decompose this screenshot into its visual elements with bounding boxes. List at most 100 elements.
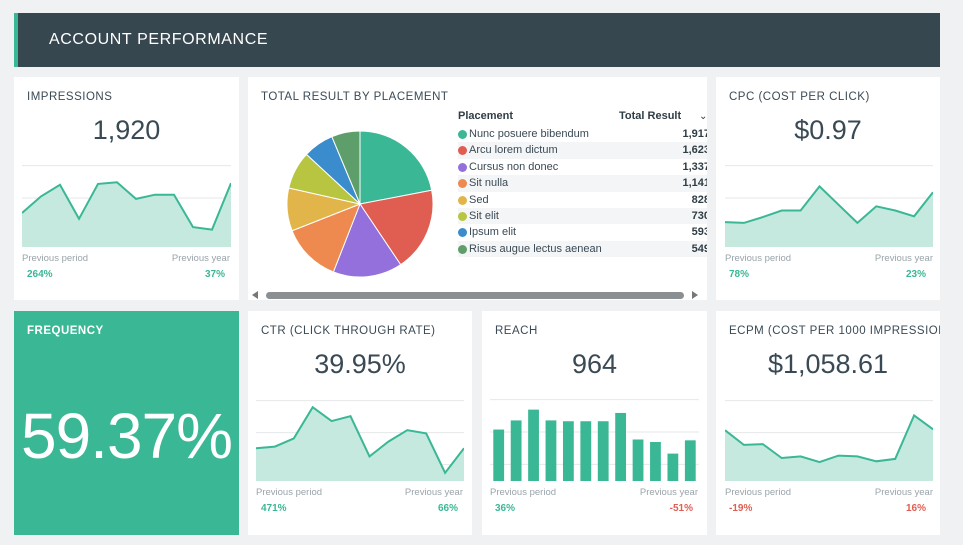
impressions-card[interactable]: IMPRESSIONS 1,920 Previous period Previo… <box>14 77 239 300</box>
ctr-card[interactable]: CTR (CLICK THROUGH RATE) 39.95% Previous… <box>248 311 472 535</box>
ecpm-chart <box>725 400 933 481</box>
previous-period-change: 78% <box>729 269 750 280</box>
legend-value: 730 <box>691 210 707 222</box>
horizontal-scrollbar[interactable] <box>266 292 684 299</box>
impressions-value: 1,920 <box>92 115 161 145</box>
previous-period-change: 471% <box>261 503 287 514</box>
previous-year-label: Previous year <box>404 487 463 498</box>
bar <box>510 420 522 481</box>
dashboard-header: ACCOUNT PERFORMANCE <box>14 13 940 67</box>
legend-swatch <box>458 146 467 156</box>
previous-period-label: Previous period <box>490 487 557 498</box>
card-title: FREQUENCY <box>27 325 104 337</box>
placement-card[interactable]: TOTAL RESULT BY PLACEMENT Placement Tota… <box>248 77 707 300</box>
previous-year-label: Previous year <box>874 253 933 264</box>
legend-label: Cursus non donec <box>469 160 559 173</box>
previous-year-change: 37% <box>204 269 225 280</box>
scroll-left-arrow-icon[interactable] <box>252 291 258 299</box>
pie-slice <box>332 202 402 278</box>
legend-item: Nunc posuere bibendum 1,917 <box>458 126 707 142</box>
reach-value: 964 <box>571 349 618 379</box>
scroll-right-arrow-icon[interactable] <box>692 291 698 299</box>
previous-period-label: Previous period <box>725 253 792 264</box>
area-fill <box>256 407 464 481</box>
legend-label: Sit elit <box>469 210 499 222</box>
frequency-value: 59.37% <box>20 400 233 472</box>
series-line <box>725 413 933 464</box>
legend-item: Sed 828 <box>458 192 707 208</box>
ctr-value: 39.95% <box>314 349 406 379</box>
previous-year-label: Previous year <box>639 487 698 498</box>
legend-value: 828 <box>691 193 707 206</box>
bar <box>597 421 609 481</box>
bar <box>562 421 574 481</box>
bar <box>615 412 627 481</box>
reach-card[interactable]: REACH 964 Previous period Previous year … <box>482 311 707 535</box>
previous-period-label: Previous period <box>22 253 89 264</box>
legend-swatch <box>458 244 467 254</box>
legend-swatch <box>458 212 467 221</box>
card-title: ECPM (COST PER 1000 IMPRESSIONS) <box>729 325 940 337</box>
previous-year-change: -51% <box>669 503 693 514</box>
legend-swatch <box>458 179 467 189</box>
bar <box>580 421 592 481</box>
card-title: CTR (CLICK THROUGH RATE) <box>261 325 436 337</box>
legend-value: 1,623 <box>682 144 707 157</box>
legend-value: 549 <box>691 242 707 255</box>
placement-column-header[interactable]: Placement <box>458 110 514 122</box>
legend-label: Ipsum elit <box>469 226 517 239</box>
previous-period-label: Previous period <box>725 487 792 498</box>
legend-item: Arcu lorem dictum 1,623 <box>458 142 707 159</box>
bar <box>493 429 505 481</box>
previous-year-change: 16% <box>905 503 926 514</box>
legend-label: Nunc posuere bibendum <box>469 128 589 140</box>
total-result-column-header[interactable]: Total Result <box>619 110 682 122</box>
legend-value: 1,337 <box>682 160 707 173</box>
legend-value: 1,141 <box>682 177 707 190</box>
pie-slice <box>359 130 433 205</box>
bar <box>667 453 679 481</box>
previous-period-label: Previous period <box>256 487 323 498</box>
pie-slice <box>331 130 361 205</box>
previous-year-change: 23% <box>905 269 926 280</box>
legend-label: Arcu lorem dictum <box>469 144 558 157</box>
legend-item: Ipsum elit 593 <box>458 224 707 240</box>
area-fill <box>725 186 933 247</box>
area-fill <box>725 415 933 481</box>
ctr-chart <box>256 400 464 481</box>
previous-period-change: -19% <box>729 503 753 514</box>
bar <box>528 409 539 481</box>
pie-slice <box>291 203 361 273</box>
series-line <box>725 184 933 225</box>
legend-swatch <box>458 162 467 172</box>
previous-year-label: Previous year <box>874 487 933 498</box>
bar <box>684 440 696 481</box>
legend-label: Sit nulla <box>469 177 509 190</box>
previous-period-change: 264% <box>27 269 53 280</box>
card-title: CPC (COST PER CLICK) <box>729 91 870 103</box>
cpc-chart <box>725 165 933 247</box>
legend-item: Cursus non donec 1,337 <box>458 159 707 175</box>
series-line <box>256 405 464 475</box>
reach-chart <box>490 399 699 481</box>
cpc-card[interactable]: CPC (COST PER CLICK) $0.97 Previous peri… <box>716 77 940 300</box>
bar <box>650 441 661 481</box>
card-title: TOTAL RESULT BY PLACEMENT <box>261 91 449 103</box>
legend-item: Risus augue lectus aenean 549 <box>458 240 707 258</box>
pie-slice <box>359 189 434 266</box>
impressions-chart <box>22 165 231 247</box>
legend-swatch <box>458 195 467 205</box>
bar <box>545 420 557 481</box>
legend-swatch <box>458 228 467 238</box>
previous-year-label: Previous year <box>171 253 230 264</box>
placement-pie-chart <box>286 130 434 278</box>
ecpm-value: $1,058.61 <box>767 349 889 379</box>
area-fill <box>22 182 231 247</box>
ecpm-card[interactable]: ECPM (COST PER 1000 IMPRESSIONS) $1,058.… <box>716 311 940 535</box>
series-line <box>22 181 231 231</box>
legend-value: 593 <box>691 226 707 239</box>
bar <box>632 439 644 481</box>
chevron-down-icon[interactable]: ⌄ <box>699 111 707 122</box>
legend-item: Sit nulla 1,141 <box>458 175 707 192</box>
frequency-card[interactable]: FREQUENCY 59.37% <box>14 311 239 535</box>
